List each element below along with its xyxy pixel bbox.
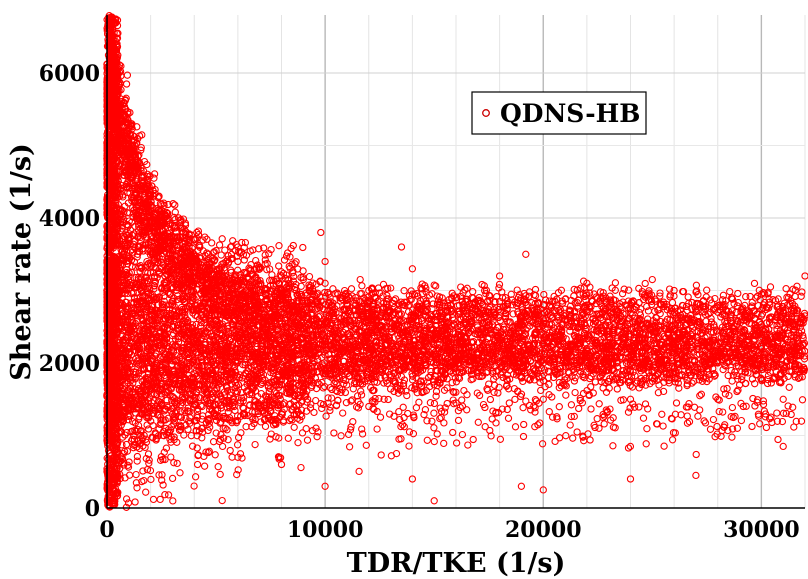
data-point-fill	[386, 385, 395, 393]
data-point-fill	[173, 321, 182, 329]
data-point-fill	[731, 368, 739, 376]
data-point-fill	[749, 394, 757, 403]
data-point-fill	[399, 379, 408, 388]
data-point-fill	[650, 361, 658, 369]
data-point-fill	[626, 377, 634, 385]
data-point-fill	[422, 355, 430, 363]
data-point-fill	[589, 389, 597, 397]
data-point-fill	[490, 381, 499, 389]
data-point-fill	[261, 392, 270, 400]
data-point-fill	[733, 371, 741, 380]
data-point-fill	[683, 380, 692, 388]
data-point-fill	[759, 365, 767, 373]
data-point-fill	[666, 374, 674, 382]
data-point-fill	[122, 495, 131, 503]
data-point-fill	[536, 353, 544, 361]
data-point-fill	[613, 385, 621, 393]
data-point-fill	[133, 484, 141, 492]
data-point-fill	[635, 384, 643, 392]
data-point-fill	[695, 350, 703, 358]
data-point-fill	[695, 371, 704, 380]
data-point-fill	[198, 434, 206, 442]
data-point-fill	[794, 374, 803, 382]
data-point-fill	[659, 387, 668, 396]
data-point-fill	[133, 457, 141, 465]
data-point-fill	[800, 367, 808, 375]
data-point-fill	[622, 369, 630, 377]
data-point-fill	[784, 372, 792, 381]
data-point-fill	[596, 372, 605, 381]
data-point-fill	[212, 429, 220, 437]
data-point-fill	[272, 389, 281, 397]
data-point-fill	[432, 392, 440, 400]
data-point-fill	[654, 389, 663, 397]
data-point-fill	[324, 399, 332, 407]
data-point-fill	[327, 394, 336, 402]
data-point-fill	[142, 435, 150, 443]
data-point-fill	[473, 389, 481, 397]
data-point-fill	[710, 369, 718, 378]
data-point-fill	[312, 396, 320, 405]
data-point-fill	[157, 416, 165, 424]
data-point-fill	[511, 395, 519, 404]
data-point-fill	[655, 351, 663, 360]
data-point-fill	[162, 444, 171, 452]
data-point-fill	[382, 377, 390, 385]
data-point-fill	[764, 375, 772, 384]
data-point-fill	[460, 386, 468, 395]
data-point-fill	[703, 377, 711, 386]
data-point-fill	[484, 386, 492, 394]
data-point-fill	[627, 373, 636, 381]
data-point-fill	[515, 329, 524, 337]
data-point-fill	[277, 268, 285, 276]
data-point-fill	[763, 379, 772, 388]
data-point-fill	[710, 372, 719, 380]
data-point-fill	[697, 390, 706, 398]
data-point-fill	[723, 384, 731, 393]
data-point-fill	[501, 362, 509, 371]
data-point-fill	[758, 375, 767, 384]
data-point-fill	[358, 372, 366, 380]
data-point-fill	[736, 327, 744, 335]
data-point-fill	[587, 383, 595, 391]
data-point-fill	[175, 426, 184, 434]
data-point-fill	[396, 385, 405, 394]
data-point-fill	[799, 331, 807, 340]
data-point-fill	[341, 388, 350, 397]
data-point-fill	[170, 459, 178, 467]
data-point-fill	[675, 384, 683, 392]
data-point-fill	[665, 352, 673, 360]
data-point-fill	[450, 388, 458, 397]
data-point-fill	[720, 385, 728, 393]
data-point-fill	[176, 469, 184, 477]
data-point-fill	[690, 377, 698, 385]
data-point-fill	[490, 388, 498, 397]
data-point-fill	[772, 359, 781, 367]
data-point-fill	[448, 379, 456, 387]
data-point-fill	[534, 355, 542, 363]
data-point-fill	[665, 379, 673, 387]
data-point-fill	[562, 391, 570, 399]
data-point-fill	[443, 384, 451, 392]
data-point-fill	[475, 391, 484, 400]
data-points	[103, 12, 808, 511]
data-point-fill	[246, 401, 254, 410]
data-point-fill	[733, 387, 741, 396]
data-point-fill	[719, 365, 727, 374]
data-point-fill	[389, 377, 397, 385]
data-point-fill	[427, 371, 435, 380]
data-point-fill	[139, 467, 147, 475]
